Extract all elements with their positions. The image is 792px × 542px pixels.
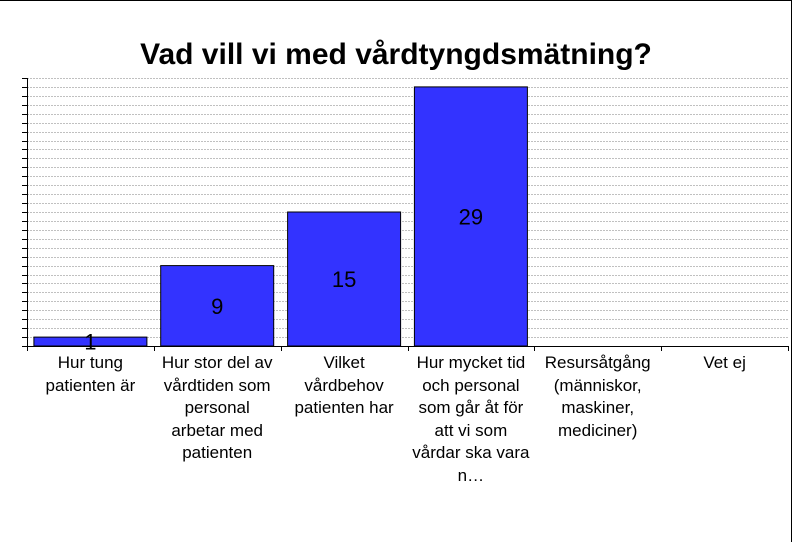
bar bbox=[33, 336, 148, 347]
bar-value-label: 29 bbox=[459, 205, 483, 230]
x-axis-category-label: Hur mycket tid och personal som går åt f… bbox=[412, 353, 530, 485]
bar-value-label: 15 bbox=[332, 267, 356, 292]
chart-frame-top-border bbox=[0, 0, 792, 1]
x-axis-category-label: Hur tung patienten är bbox=[45, 353, 136, 395]
x-axis-category-label: Vet ej bbox=[703, 353, 746, 372]
bar bbox=[160, 265, 275, 347]
x-axis-category-label: Resursåtgång (människor, maskiner, medic… bbox=[544, 353, 651, 440]
bar-value-label: 1 bbox=[84, 330, 96, 355]
bar-value-label: 9 bbox=[211, 294, 223, 319]
x-axis-category-label: Hur stor del av vårdtiden som personal a… bbox=[161, 353, 273, 462]
chart-title: Vad vill vi med vårdtyngdsmätning? bbox=[140, 38, 652, 71]
bar bbox=[287, 211, 402, 347]
bar bbox=[413, 86, 528, 347]
x-axis-category-label: Vilket vårdbehov patienten har bbox=[294, 353, 394, 417]
